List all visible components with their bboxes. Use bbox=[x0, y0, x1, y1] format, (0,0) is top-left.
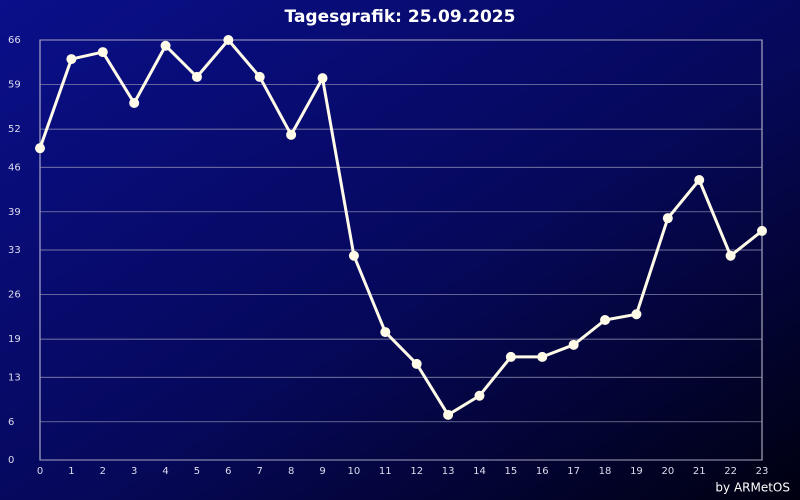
y-tick-label: 39 bbox=[8, 207, 21, 218]
data-point bbox=[223, 35, 234, 45]
data-point bbox=[568, 339, 579, 350]
y-tick-label: 33 bbox=[8, 245, 21, 256]
data-point bbox=[600, 315, 611, 325]
x-tick-label: 23 bbox=[756, 466, 769, 477]
data-point bbox=[97, 47, 108, 58]
data-point bbox=[286, 129, 297, 140]
data-point bbox=[505, 351, 516, 362]
data-point bbox=[380, 327, 391, 338]
x-tick-label: 9 bbox=[319, 466, 325, 477]
data-point bbox=[631, 309, 642, 320]
x-tick-label: 2 bbox=[100, 466, 106, 477]
data-point bbox=[662, 213, 673, 224]
x-tick-label: 20 bbox=[661, 466, 674, 477]
y-tick-label: 13 bbox=[8, 372, 21, 383]
x-tick-label: 7 bbox=[257, 466, 263, 477]
data-point bbox=[694, 175, 705, 185]
x-tick-label: 4 bbox=[162, 466, 168, 477]
footer: by ARMetOS bbox=[715, 481, 790, 495]
x-tick-label: 0 bbox=[37, 466, 43, 477]
data-point bbox=[129, 98, 140, 108]
x-tick-label: 13 bbox=[442, 466, 455, 477]
x-tick-label: 12 bbox=[410, 466, 423, 477]
x-tick-label: 11 bbox=[379, 466, 392, 477]
x-tick-label: 18 bbox=[599, 466, 612, 477]
y-tick-label: 6 bbox=[8, 417, 14, 428]
data-line bbox=[38, 38, 763, 417]
data-point bbox=[348, 250, 359, 261]
data-point bbox=[254, 71, 265, 82]
data-point bbox=[474, 390, 485, 401]
data-point bbox=[191, 71, 202, 82]
x-tick-label: 15 bbox=[505, 466, 518, 477]
x-tick-label: 17 bbox=[567, 466, 580, 477]
data-point bbox=[725, 250, 736, 261]
x-tick-label: 22 bbox=[724, 466, 737, 477]
y-tick-label: 66 bbox=[8, 35, 21, 46]
x-tick-label: 6 bbox=[225, 466, 231, 477]
data-point bbox=[537, 351, 548, 362]
data-point bbox=[411, 358, 422, 369]
y-tick-label: 52 bbox=[8, 124, 21, 135]
y-tick-label: 0 bbox=[8, 455, 14, 466]
y-tick-label: 46 bbox=[8, 162, 21, 173]
data-point bbox=[160, 40, 171, 51]
x-tick-label: 14 bbox=[473, 466, 486, 477]
data-point bbox=[317, 73, 328, 84]
data-point bbox=[35, 143, 45, 154]
y-tick-label: 26 bbox=[8, 290, 21, 301]
chart-title: Tagesgrafik: 25.09.2025 bbox=[285, 7, 516, 27]
x-tick-label: 8 bbox=[288, 466, 294, 477]
data-point bbox=[443, 409, 454, 420]
y-tick-label: 59 bbox=[8, 80, 21, 91]
x-tick-label: 16 bbox=[536, 466, 549, 477]
data-point bbox=[66, 54, 77, 65]
data-point bbox=[757, 225, 767, 236]
x-tick-label: 5 bbox=[194, 466, 200, 477]
x-tick-label: 3 bbox=[131, 466, 137, 477]
y-tick-label: 19 bbox=[8, 334, 21, 345]
x-tick-label: 10 bbox=[348, 466, 361, 477]
x-tick-label: 1 bbox=[68, 466, 74, 477]
x-tick-label: 19 bbox=[630, 466, 643, 477]
x-tick-label: 21 bbox=[693, 466, 706, 477]
